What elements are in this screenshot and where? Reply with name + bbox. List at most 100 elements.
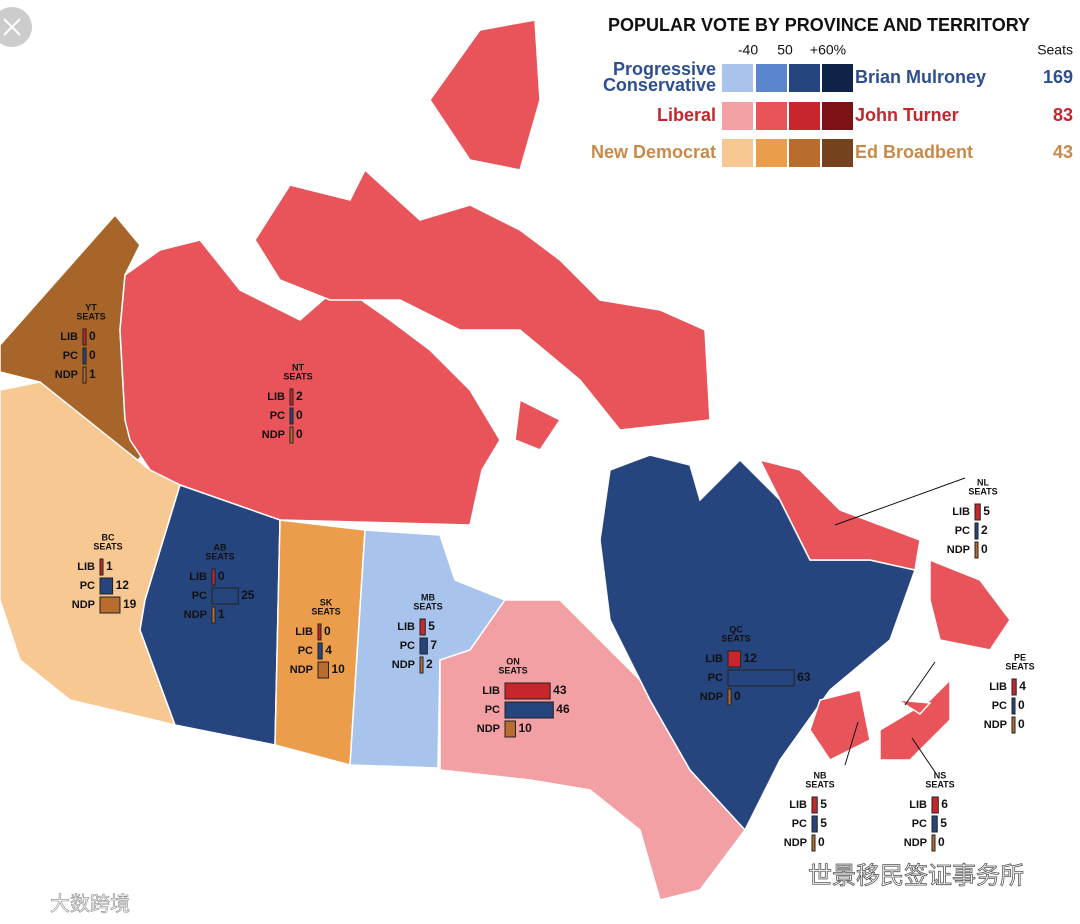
seats-label: SEATS xyxy=(311,606,340,616)
region-code: YT xyxy=(85,302,97,312)
region-code: NL xyxy=(977,477,989,487)
seat-bar xyxy=(727,650,742,668)
party-label: NDP xyxy=(72,599,95,611)
party-label: NDP xyxy=(700,691,723,703)
party-label: PC xyxy=(992,700,1007,712)
seat-bar xyxy=(317,642,323,660)
legend-swatch xyxy=(822,139,853,167)
seat-count: 4 xyxy=(1019,679,1026,693)
legend-swatch xyxy=(756,64,787,92)
seats-label: SEATS xyxy=(925,779,954,789)
party-label: NDP xyxy=(55,369,78,381)
leader-line xyxy=(904,661,936,706)
party-label: PC xyxy=(63,350,78,362)
region-code: PE xyxy=(1014,652,1026,662)
region-code: NT xyxy=(292,362,304,372)
scale-label: 50 xyxy=(777,42,793,58)
seats-label: SEATS xyxy=(1005,661,1034,671)
seat-bar xyxy=(974,503,981,521)
seats-label: SEATS xyxy=(283,371,312,381)
party-label: LIB xyxy=(789,799,807,811)
seat-bar xyxy=(931,815,938,833)
party-label: NDP xyxy=(477,723,500,735)
seats-label: SEATS xyxy=(76,311,105,321)
seat-bar xyxy=(289,426,294,444)
region-code: SK xyxy=(320,597,333,607)
region-nl-labrador xyxy=(758,458,921,571)
seat-count: 19 xyxy=(123,597,137,611)
legend-swatch xyxy=(789,64,820,92)
arctic-island xyxy=(429,19,541,171)
party-label: NDP xyxy=(984,719,1007,731)
seat-count: 4 xyxy=(325,643,332,657)
seat-count: 5 xyxy=(983,504,990,518)
watermark: 大数跨境 xyxy=(50,892,130,915)
party-label: LIB xyxy=(397,621,415,633)
close-circle[interactable] xyxy=(0,7,32,47)
party-label: LIB xyxy=(989,681,1007,693)
seat-count: 5 xyxy=(428,619,435,633)
party-label: LIB xyxy=(60,331,78,343)
leader-lines xyxy=(834,477,966,773)
party-name: Liberal xyxy=(657,105,716,125)
legend-swatch xyxy=(756,139,787,167)
party-label: PC xyxy=(192,590,207,602)
legend-swatch xyxy=(722,139,753,167)
party-label: LIB xyxy=(295,626,313,638)
seat-bar xyxy=(82,347,87,365)
seat-bar xyxy=(99,577,114,595)
seat-count: 5 xyxy=(820,816,827,830)
seats-label: SEATS xyxy=(968,486,997,496)
seat-bar xyxy=(99,596,121,614)
region-nt xyxy=(119,239,501,526)
close-x[interactable] xyxy=(3,18,21,36)
party-label: PC xyxy=(912,818,927,830)
party-label: PC xyxy=(400,640,415,652)
seat-count: 1 xyxy=(106,559,113,573)
seat-count: 63 xyxy=(797,670,811,684)
party-label: PC xyxy=(485,704,500,716)
party-label: PC xyxy=(80,580,95,592)
party-label: NDP xyxy=(904,837,927,849)
seat-bar xyxy=(974,522,979,540)
seat-bar xyxy=(811,815,818,833)
seats-header: Seats xyxy=(1037,42,1073,58)
party-name: Conservative xyxy=(603,75,716,95)
party-label: NDP xyxy=(290,664,313,676)
seat-count: 0 xyxy=(89,348,96,362)
party-label: PC xyxy=(955,525,970,537)
seat-count: 0 xyxy=(324,624,331,638)
party-seats: 83 xyxy=(1053,105,1073,125)
watermark: 世景移民签证事务所 xyxy=(808,862,1024,889)
arctic-island xyxy=(254,168,711,431)
seat-count: 0 xyxy=(981,542,988,556)
party-label: LIB xyxy=(705,653,723,665)
seat-count: 0 xyxy=(1018,717,1025,731)
seat-bar xyxy=(974,541,979,559)
seat-count: 2 xyxy=(981,523,988,537)
seats-label: SEATS xyxy=(498,665,527,675)
legend-swatch xyxy=(789,102,820,130)
party-label: PC xyxy=(708,672,723,684)
region-code: BC xyxy=(102,532,115,542)
party-label: LIB xyxy=(482,685,500,697)
seat-bar xyxy=(419,637,428,655)
seat-count: 5 xyxy=(820,797,827,811)
scale-label: -40 xyxy=(738,42,758,58)
close-icon[interactable] xyxy=(0,7,32,47)
region-code: NB xyxy=(814,770,827,780)
region-code: MB xyxy=(421,592,435,602)
legend-swatch xyxy=(789,139,820,167)
seat-count: 0 xyxy=(1018,698,1025,712)
seats-label: SEATS xyxy=(805,779,834,789)
seat-bar xyxy=(931,834,936,852)
party-label: PC xyxy=(792,818,807,830)
seat-count: 0 xyxy=(734,689,741,703)
